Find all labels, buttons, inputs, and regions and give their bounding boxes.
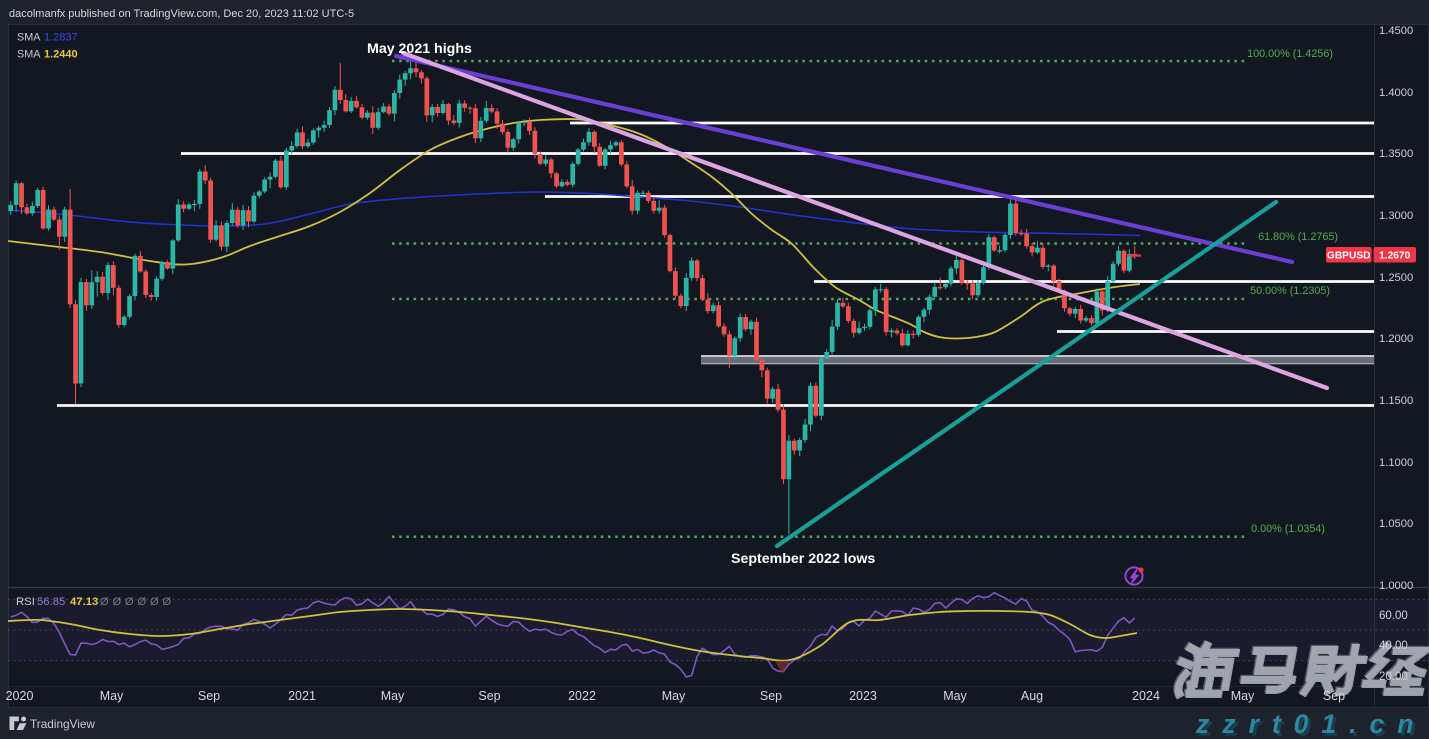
svg-text:1.2670: 1.2670 [1379, 251, 1410, 262]
svg-text:1.0500: 1.0500 [1379, 518, 1413, 530]
svg-text:zzrt01.cn: zzrt01.cn [1198, 712, 1429, 739]
svg-text:20.00: 20.00 [1379, 671, 1408, 683]
svg-text:1.2837: 1.2837 [44, 32, 78, 44]
svg-text:1.4500: 1.4500 [1379, 25, 1413, 37]
svg-text:RSI: RSI [16, 596, 35, 608]
svg-text:Ø: Ø [100, 596, 109, 608]
svg-text:Sep: Sep [760, 689, 782, 703]
svg-text:Ø: Ø [113, 596, 122, 608]
svg-text:0.00% (1.0354): 0.00% (1.0354) [1251, 523, 1325, 535]
svg-text:2021: 2021 [288, 689, 316, 703]
svg-text:60.00: 60.00 [1379, 610, 1408, 622]
svg-text:1.0000: 1.0000 [1379, 580, 1413, 592]
svg-text:Ø: Ø [163, 596, 172, 608]
svg-text:47.13: 47.13 [70, 596, 98, 608]
svg-text:40.00: 40.00 [1379, 640, 1408, 652]
svg-text:1.2500: 1.2500 [1379, 272, 1413, 284]
svg-text:2020: 2020 [6, 689, 34, 703]
svg-text:1.2440: 1.2440 [44, 49, 78, 61]
svg-text:Aug: Aug [1021, 689, 1043, 703]
svg-text:1.2000: 1.2000 [1379, 333, 1413, 345]
svg-text:May: May [662, 689, 686, 703]
svg-text:2023: 2023 [849, 689, 877, 703]
svg-text:May: May [381, 689, 405, 703]
svg-text:1.1500: 1.1500 [1379, 395, 1413, 407]
svg-text:TradingView: TradingView [30, 717, 95, 731]
svg-text:September 2022 lows: September 2022 lows [731, 551, 875, 567]
svg-text:1.1000: 1.1000 [1379, 457, 1413, 469]
svg-text:Sep: Sep [198, 689, 220, 703]
svg-text:Ø: Ø [125, 596, 134, 608]
svg-text:2022: 2022 [568, 689, 596, 703]
svg-text:1.3000: 1.3000 [1379, 210, 1413, 222]
svg-text:50.00% (1.2305): 50.00% (1.2305) [1250, 285, 1330, 297]
svg-text:SMA: SMA [17, 32, 41, 44]
svg-text:Sep: Sep [1323, 689, 1345, 703]
svg-text:56.85: 56.85 [37, 596, 65, 608]
svg-text:May: May [100, 689, 124, 703]
svg-text:1.4000: 1.4000 [1379, 87, 1413, 99]
svg-text:Sep: Sep [478, 689, 500, 703]
svg-text:100.00% (1.4256): 100.00% (1.4256) [1247, 48, 1333, 60]
svg-text:May: May [1231, 689, 1255, 703]
svg-text:61.80% (1.2765): 61.80% (1.2765) [1258, 231, 1338, 243]
svg-text:SMA: SMA [17, 49, 41, 61]
svg-text:1.3500: 1.3500 [1379, 148, 1413, 160]
svg-text:May: May [943, 689, 967, 703]
svg-text:dacolmanfx published on Tradin: dacolmanfx published on TradingView.com,… [9, 8, 354, 20]
svg-text:zzrt01.cn: zzrt01.cn [1195, 709, 1426, 739]
svg-text:Ø: Ø [150, 596, 159, 608]
svg-text:Ø: Ø [138, 596, 147, 608]
svg-text:2024: 2024 [1132, 689, 1160, 703]
svg-text:May 2021 highs: May 2021 highs [367, 41, 472, 57]
svg-text:GBPUSD: GBPUSD [1327, 251, 1371, 262]
